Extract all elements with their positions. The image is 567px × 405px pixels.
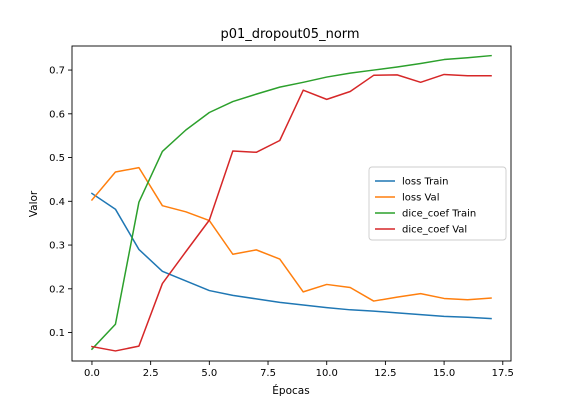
- legend-label: dice_coef Train: [402, 209, 476, 220]
- x-axis-label: Épocas: [272, 384, 309, 397]
- x-tick-label: 5.0: [201, 368, 217, 379]
- series-line-dice-coef-train: [90, 54, 492, 351]
- y-tick-label: 0.1: [49, 328, 65, 339]
- x-axis: 0.0 2.5 5.0 7.5 10.0 12.5 15.0 17.5: [84, 361, 514, 379]
- x-tick-label: 15.0: [433, 368, 455, 379]
- series-line-dice-coef-val: [91, 73, 492, 352]
- series-layer: [90, 54, 492, 352]
- y-axis: 0.1 0.2 0.3 0.4 0.5 0.6 0.7: [49, 66, 72, 339]
- legend-label: dice_coef Val: [402, 225, 467, 236]
- y-tick-label: 0.4: [49, 197, 65, 208]
- x-tick-label: 2.5: [143, 368, 159, 379]
- y-tick-label: 0.3: [49, 241, 65, 252]
- series-line-loss-train: [90, 192, 492, 320]
- x-tick-label: 10.0: [316, 368, 338, 379]
- y-tick-label: 0.2: [49, 284, 65, 295]
- y-tick-label: 0.5: [49, 153, 65, 164]
- x-tick-label: 7.5: [260, 368, 276, 379]
- y-tick-label: 0.7: [49, 66, 65, 77]
- legend: loss Train loss Val dice_coef Train dice_co…: [368, 166, 507, 241]
- legend-box: [368, 166, 507, 241]
- legend-label: loss Train: [402, 177, 449, 188]
- series-line-loss-val: [90, 166, 492, 302]
- plot-frame: [71, 45, 512, 362]
- legend-label: loss Val: [402, 193, 439, 204]
- chart-title: p01_dropout05_norm: [220, 27, 359, 42]
- x-tick-label: 0.0: [84, 368, 100, 379]
- x-tick-label: 17.5: [492, 368, 514, 379]
- y-axis-label: Valor: [28, 190, 40, 217]
- y-tick-label: 0.6: [49, 109, 65, 120]
- x-tick-label: 12.5: [374, 368, 396, 379]
